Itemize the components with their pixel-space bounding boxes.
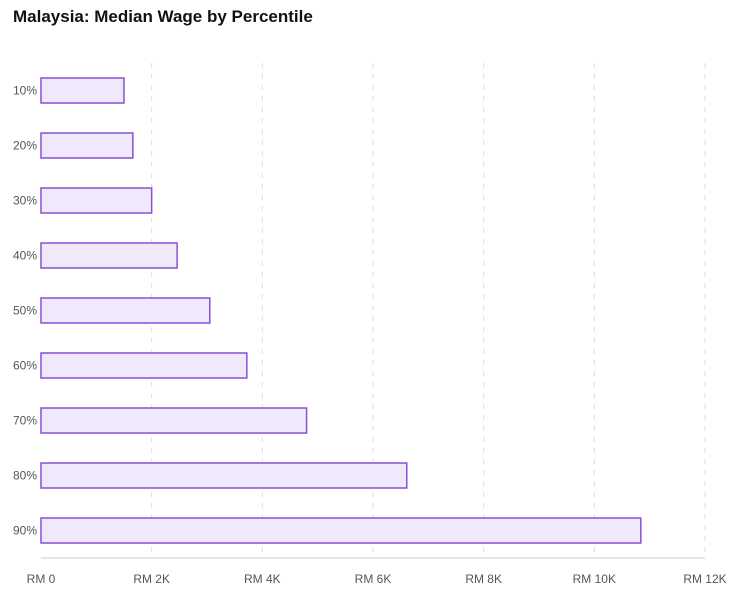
- x-tick-label: RM 10K: [573, 572, 616, 586]
- x-tick-label: RM 0: [27, 572, 56, 586]
- category-label: 90%: [13, 524, 37, 538]
- category-label: 50%: [13, 304, 37, 318]
- category-label: 60%: [13, 359, 37, 373]
- bars: [40, 77, 642, 544]
- x-tick-label: RM 12K: [683, 572, 726, 586]
- chart-title: Malaysia: Median Wage by Percentile: [13, 7, 313, 26]
- x-tick-label: RM 8K: [465, 572, 502, 586]
- bar: [40, 297, 211, 324]
- bar: [40, 187, 153, 214]
- category-label: 10%: [13, 84, 37, 98]
- bar: [40, 132, 134, 159]
- category-label: 20%: [13, 139, 37, 153]
- bar: [40, 352, 248, 379]
- x-tick-label: RM 2K: [133, 572, 170, 586]
- x-tick-label: RM 4K: [244, 572, 281, 586]
- category-label: 70%: [13, 414, 37, 428]
- bar: [40, 407, 308, 434]
- category-label: 80%: [13, 469, 37, 483]
- category-label: 40%: [13, 249, 37, 263]
- x-tick-label: RM 6K: [355, 572, 392, 586]
- category-label: 30%: [13, 194, 37, 208]
- bar: [40, 462, 408, 489]
- bar: [40, 242, 178, 269]
- bar: [40, 77, 125, 104]
- category-labels: 10% 20% 30% 40% 50% 60% 70% 80% 90%: [13, 84, 37, 538]
- x-tick-labels: RM 0 RM 2K RM 4K RM 6K RM 8K RM 10K RM 12K: [27, 572, 727, 586]
- bar: [40, 517, 642, 544]
